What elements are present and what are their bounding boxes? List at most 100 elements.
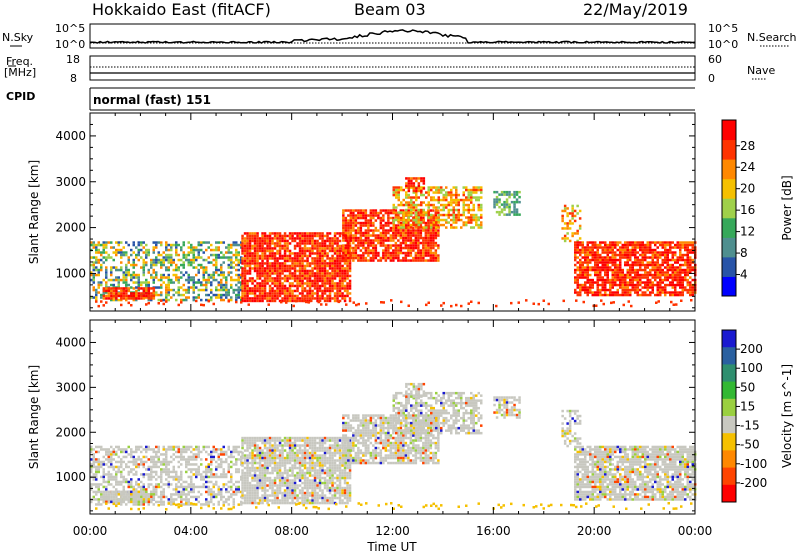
power-cell (369, 214, 373, 217)
power-cell (415, 213, 418, 217)
velocity-cell (240, 463, 243, 466)
power-cell (636, 291, 639, 294)
power-cell (503, 193, 506, 196)
power-cell (611, 273, 614, 277)
power-cell (147, 297, 151, 300)
power-cell (679, 243, 682, 247)
power-cell (649, 268, 652, 272)
power-cell (210, 291, 213, 294)
power-cell (230, 251, 233, 254)
power-cell (205, 278, 208, 282)
power-cell (343, 299, 347, 303)
power-cell (107, 241, 110, 244)
velocity-cell (190, 445, 193, 449)
power-cell (167, 248, 170, 252)
power-cell (122, 253, 125, 257)
power-cell (303, 274, 307, 278)
power-cell (261, 254, 264, 258)
power-cell (152, 289, 156, 293)
power-cell (671, 286, 674, 289)
power-cell (142, 287, 146, 290)
power-cell (568, 222, 572, 225)
power-cell (513, 195, 516, 199)
power-cell (165, 286, 168, 289)
velocity-cell (180, 503, 183, 506)
power-cell (596, 271, 599, 274)
power-cell (352, 234, 355, 237)
power-cell (273, 299, 277, 303)
power-cell (152, 258, 155, 262)
power-cell (374, 236, 378, 240)
power-cell (671, 246, 674, 249)
power-cell (382, 214, 385, 217)
velocity-cell (177, 493, 180, 496)
power-cell (205, 268, 208, 272)
power-cell (367, 236, 370, 240)
velocity-cell (157, 495, 160, 499)
velocity-cell (142, 500, 146, 504)
power-cell (160, 299, 163, 302)
power-cell (225, 278, 228, 282)
power-cell (427, 211, 430, 214)
velocity-cell (232, 493, 235, 496)
power-cell (241, 294, 244, 298)
power-cell (256, 289, 259, 293)
power-cell (573, 232, 577, 235)
velocity-cell (132, 503, 135, 506)
power-cell (397, 193, 400, 197)
power-cell (654, 241, 657, 244)
power-cell (475, 213, 478, 217)
power-cell (316, 244, 319, 248)
power-cell (424, 239, 428, 242)
power-cell (283, 297, 287, 300)
power-cell (301, 287, 304, 290)
power-cell (354, 209, 358, 212)
power-cell (147, 289, 151, 293)
power-cell (400, 186, 403, 189)
power-cell (235, 256, 238, 259)
power-cell (566, 222, 569, 225)
power-cell (220, 296, 223, 299)
power-cell (392, 229, 395, 232)
power-cell (343, 294, 347, 298)
power-cell (253, 279, 257, 283)
velocity-cell (152, 455, 155, 459)
power-cell (639, 278, 642, 282)
power-cell (306, 289, 309, 293)
power-cell (246, 237, 249, 240)
power-cell (392, 186, 395, 189)
power-cell (359, 241, 363, 245)
power-cell (634, 263, 637, 267)
power-cell (357, 221, 360, 225)
power-cell (480, 186, 483, 189)
power-cell (440, 186, 443, 189)
power-cell (604, 243, 607, 247)
velocity-cell (235, 480, 238, 484)
power-cell (604, 256, 607, 259)
power-cell (594, 246, 597, 249)
power-cell (440, 213, 443, 217)
power-cell (407, 246, 410, 250)
power-cell (283, 292, 287, 295)
power-cell (120, 297, 123, 300)
velocity-cell (132, 493, 136, 496)
power-cell (306, 299, 309, 303)
power-cell (283, 257, 287, 260)
power-cell (589, 246, 592, 249)
velocity-cell (120, 448, 123, 451)
velocity-cell (147, 468, 150, 471)
power-cell (578, 209, 582, 213)
power-cell (145, 287, 148, 290)
power-cell (222, 283, 225, 287)
power-cell (574, 276, 577, 279)
power-cell (283, 262, 287, 265)
power-cell (288, 272, 292, 275)
power-cell (347, 219, 350, 222)
velocity-cell (180, 475, 183, 479)
power-cell (313, 279, 317, 283)
velocity-cell (232, 445, 235, 449)
power-cell (318, 279, 322, 283)
power-cell (584, 276, 587, 279)
power-cell (266, 262, 269, 265)
power-cell (651, 253, 654, 257)
